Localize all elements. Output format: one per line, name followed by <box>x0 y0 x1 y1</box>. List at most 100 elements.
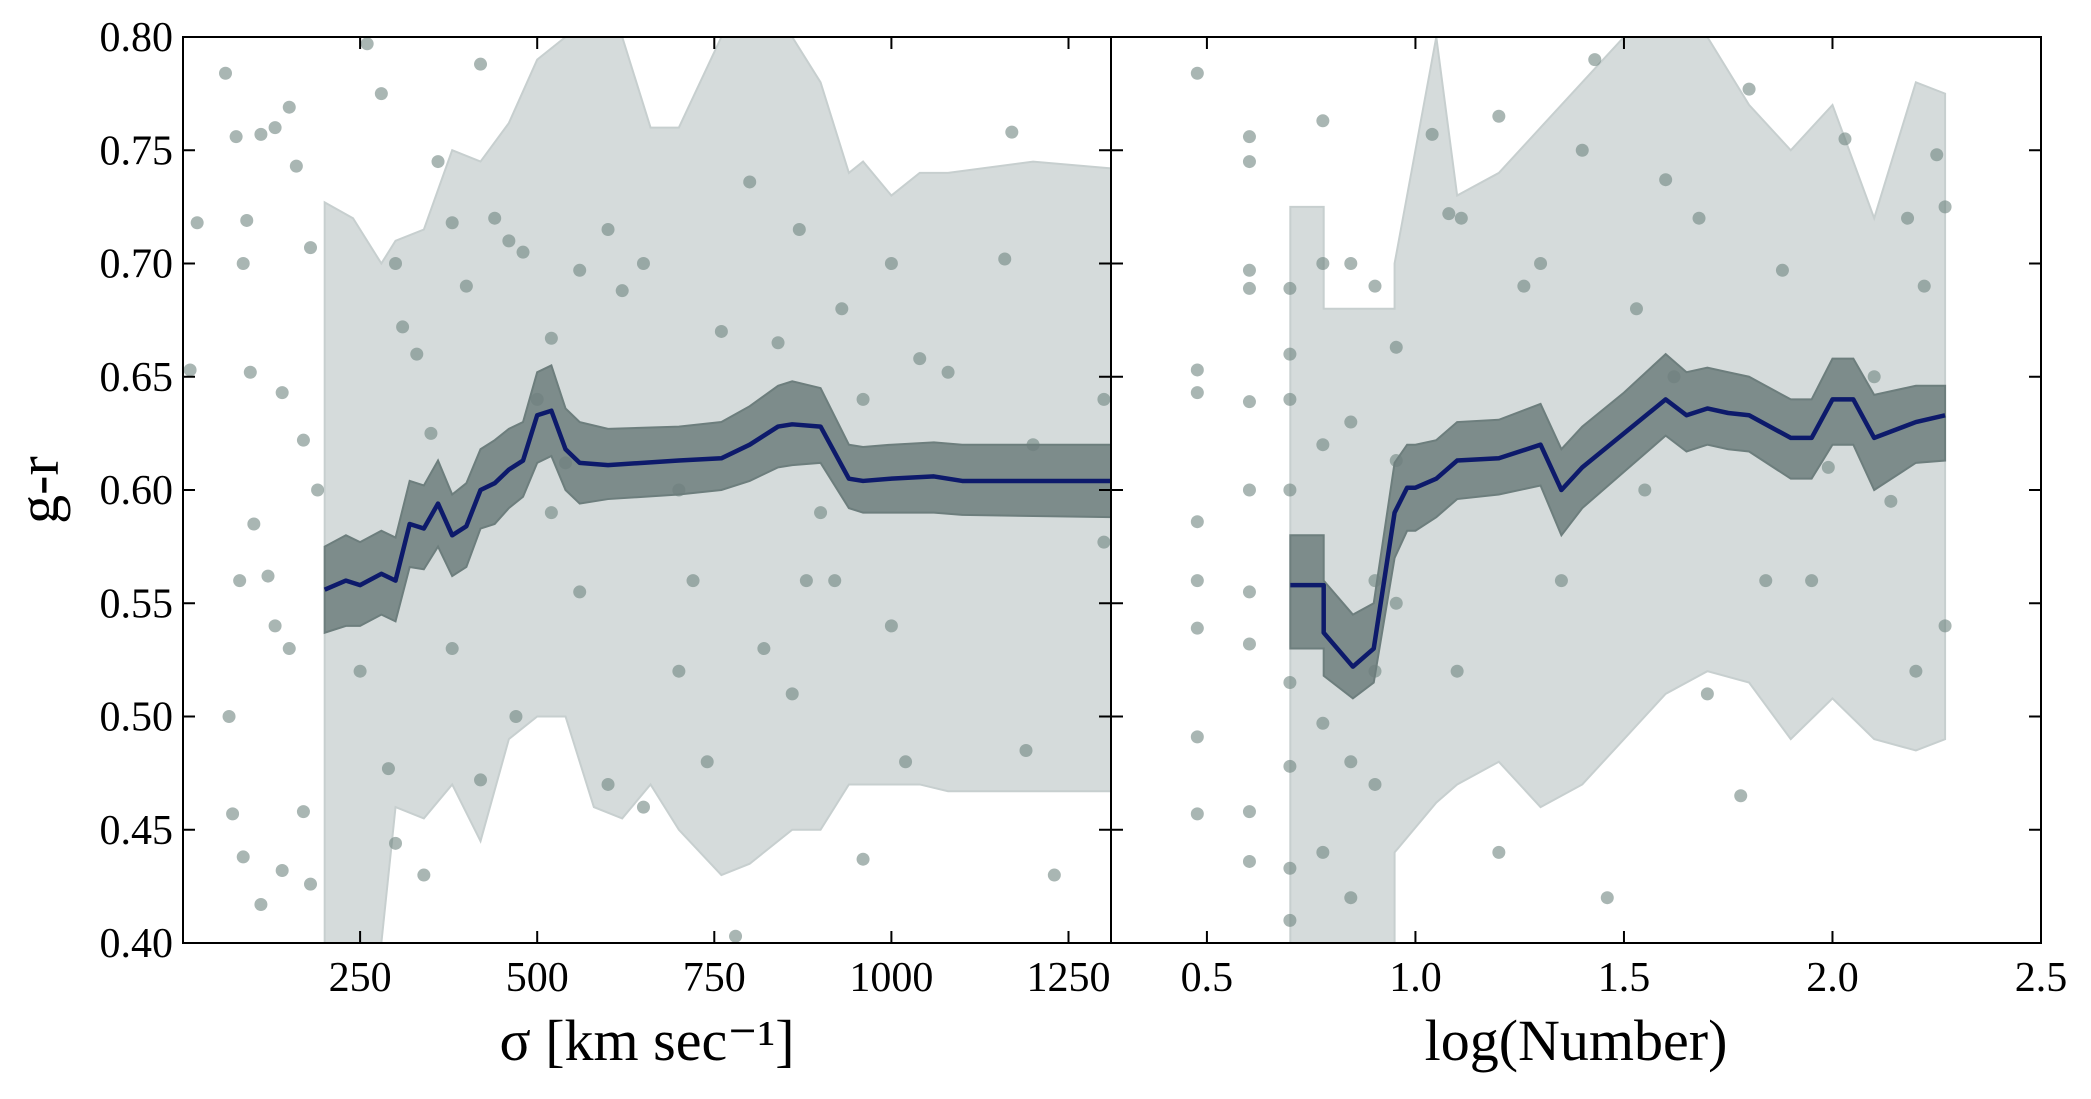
point <box>240 213 254 227</box>
point <box>1759 574 1773 588</box>
point <box>1821 460 1835 474</box>
point <box>1450 664 1464 678</box>
point <box>835 302 849 316</box>
x-tick-label: 500 <box>506 955 569 1001</box>
point <box>268 121 282 135</box>
point <box>1938 619 1952 633</box>
point <box>636 800 650 814</box>
point <box>1005 125 1019 139</box>
point <box>1629 302 1643 316</box>
point <box>884 619 898 633</box>
point <box>1838 132 1852 146</box>
y-tick-label: 0.45 <box>100 808 174 854</box>
point <box>544 331 558 345</box>
point <box>474 57 488 71</box>
point <box>1283 913 1297 927</box>
point <box>757 642 771 656</box>
point <box>236 850 250 864</box>
point <box>1454 211 1468 225</box>
point <box>601 777 615 791</box>
y-tick-label: 0.75 <box>100 128 174 174</box>
point <box>1734 789 1748 803</box>
point <box>353 664 367 678</box>
point <box>1517 279 1531 293</box>
point <box>304 241 318 255</box>
point <box>1242 854 1256 868</box>
point <box>998 252 1012 266</box>
point <box>1283 281 1297 295</box>
point <box>771 336 785 350</box>
point <box>544 506 558 520</box>
point <box>502 234 516 248</box>
point <box>1190 515 1204 529</box>
point <box>1389 596 1403 610</box>
point <box>785 687 799 701</box>
point <box>1242 130 1256 144</box>
point <box>226 807 240 821</box>
point <box>1242 263 1256 277</box>
point <box>636 257 650 270</box>
x-axis-label: σ [km sec⁻¹] <box>499 1008 794 1073</box>
point <box>374 87 388 101</box>
point <box>615 284 629 298</box>
point <box>296 433 310 447</box>
point <box>516 245 530 259</box>
x-tick-label: 0.5 <box>1181 955 1234 1001</box>
x-tick-label: 1.5 <box>1598 955 1651 1001</box>
y-tick-label: 0.70 <box>100 242 174 288</box>
point <box>445 216 459 230</box>
point <box>1283 392 1297 406</box>
point <box>509 710 523 723</box>
point <box>424 426 438 440</box>
x-tick-label: 2.0 <box>1806 955 1859 1001</box>
point <box>417 868 431 882</box>
point <box>243 365 257 379</box>
point <box>828 574 842 588</box>
point <box>1389 340 1403 354</box>
point <box>1097 535 1111 549</box>
point <box>1019 743 1033 757</box>
point <box>1190 621 1204 635</box>
point <box>1917 279 1931 293</box>
point <box>219 66 233 80</box>
point <box>474 773 488 787</box>
point <box>1047 868 1061 882</box>
point <box>1492 109 1506 123</box>
point <box>1190 574 1204 588</box>
point <box>183 363 197 377</box>
point <box>381 762 395 776</box>
point <box>459 279 473 293</box>
y-axis-label: g-r <box>6 456 71 524</box>
point <box>1190 730 1204 744</box>
point <box>311 483 325 497</box>
point <box>1575 143 1589 157</box>
point <box>1600 891 1614 905</box>
point <box>1344 257 1358 270</box>
point <box>247 517 261 531</box>
point <box>814 506 828 520</box>
point <box>1242 483 1256 497</box>
point <box>222 710 236 723</box>
point <box>1692 211 1706 225</box>
point <box>1901 211 1915 225</box>
y-tick-label: 0.50 <box>100 695 174 741</box>
point <box>913 352 927 366</box>
point <box>672 664 686 678</box>
point <box>884 257 898 270</box>
point <box>431 155 445 169</box>
point <box>360 37 374 51</box>
point <box>729 929 743 943</box>
x-tick-label: 1000 <box>849 955 933 1001</box>
point <box>1344 755 1358 769</box>
point <box>268 619 282 633</box>
point <box>1242 395 1256 409</box>
point <box>899 755 913 769</box>
point <box>1190 66 1204 80</box>
point <box>1190 386 1204 400</box>
x-tick-label: 1.0 <box>1389 955 1442 1001</box>
point <box>282 100 296 114</box>
point <box>1344 891 1358 905</box>
point <box>1283 347 1297 361</box>
point <box>254 897 268 911</box>
